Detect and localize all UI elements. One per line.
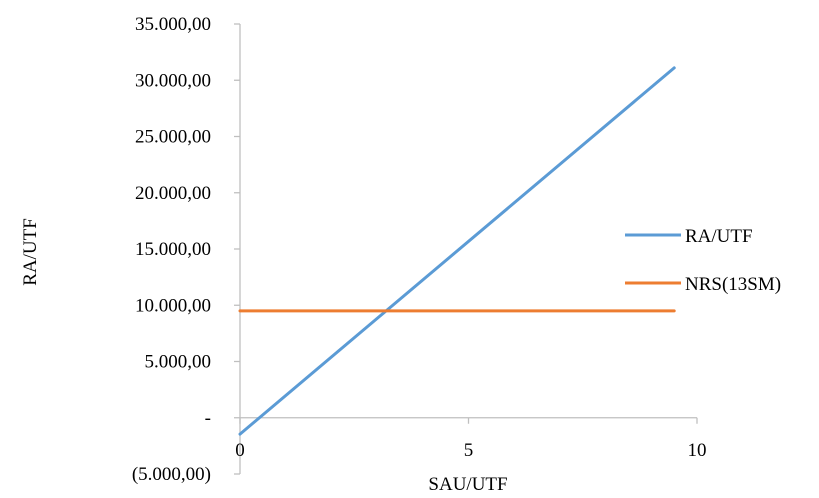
series-layer [238, 66, 676, 436]
y-tick-label: (5.000,00) [132, 464, 211, 485]
legend-label: RA/UTF [685, 226, 753, 247]
series-line-1 [238, 66, 676, 436]
tick-labels: 35.000,00 30.000,00 25.000,00 20.000,00 15.0… [132, 14, 707, 485]
y-tick-label: 25.000,00 [135, 127, 211, 148]
y-tick-label: 30.000,00 [135, 70, 211, 91]
y-axis-title: RA/UTF [20, 218, 41, 286]
x-tick-label: 10 [688, 440, 707, 461]
legend-label: NRS(13SM) [685, 274, 781, 295]
y-tick-label: 35.000,00 [135, 14, 211, 35]
axes [234, 23, 698, 475]
legend: RA/UTF NRS(13SM) [625, 226, 781, 295]
y-tick-label: 10.000,00 [135, 295, 211, 316]
y-tick-label: - [205, 408, 211, 429]
y-tick-label: 20.000,00 [135, 183, 211, 204]
y-tick-label: 5.000,00 [145, 352, 212, 373]
y-tick-label: 15.000,00 [135, 239, 211, 260]
x-axis-title: SAU/UTF [428, 474, 507, 495]
x-tick-label: 0 [235, 440, 245, 461]
x-tick-label: 5 [464, 440, 474, 461]
